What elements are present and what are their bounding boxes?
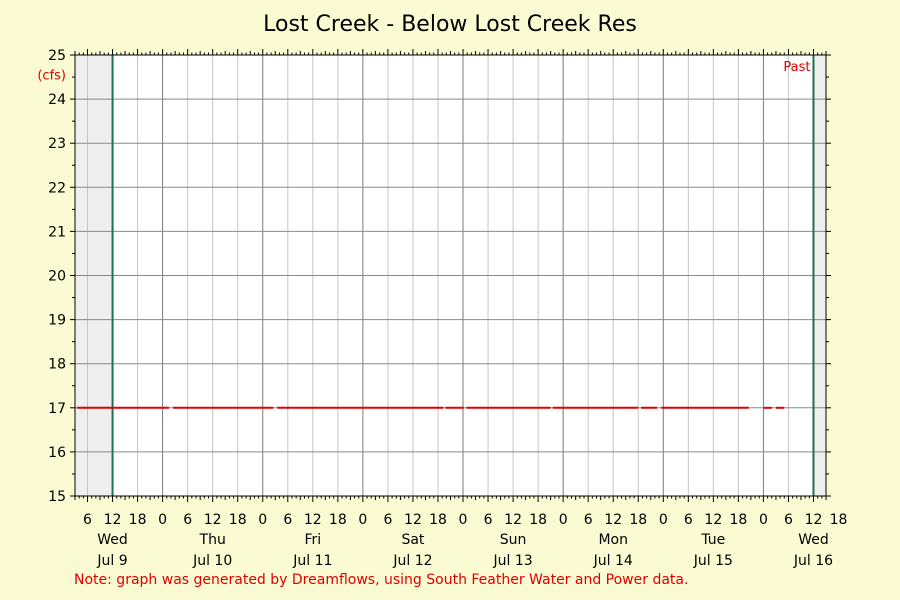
- x-tick-label: 12: [104, 512, 122, 528]
- x-tick-label: 0: [158, 512, 167, 528]
- date-label: Jul 9: [96, 553, 127, 569]
- y-tick-label: 16: [48, 445, 66, 461]
- x-tick-label: 6: [484, 512, 493, 528]
- x-tick-label: 6: [83, 512, 92, 528]
- day-label: Thu: [199, 532, 226, 548]
- day-label: Sat: [401, 532, 424, 548]
- y-tick-label: 25: [48, 48, 66, 64]
- past-label: Past: [783, 60, 810, 75]
- date-label: Jul 12: [392, 553, 432, 569]
- x-tick-label: 6: [183, 512, 192, 528]
- x-tick-label: 12: [604, 512, 622, 528]
- x-tick-label: 12: [304, 512, 322, 528]
- y-tick-label: 23: [48, 136, 66, 152]
- y-tick-label: 19: [48, 313, 66, 329]
- x-tick-label: 0: [659, 512, 668, 528]
- day-label: Sun: [500, 532, 527, 548]
- date-label: Jul 11: [292, 553, 332, 569]
- footer-note: Note: graph was generated by Dreamflows,…: [74, 572, 689, 588]
- x-tick-label: 6: [584, 512, 593, 528]
- x-tick-label: 6: [684, 512, 693, 528]
- x-tick-label: 18: [629, 512, 647, 528]
- day-label: Wed: [798, 532, 829, 548]
- date-label: Jul 10: [192, 553, 232, 569]
- x-tick-label: 18: [129, 512, 147, 528]
- day-label: Mon: [598, 532, 628, 548]
- date-label: Jul 14: [593, 553, 633, 569]
- y-tick-label: 18: [48, 357, 66, 373]
- x-tick-label: 12: [504, 512, 522, 528]
- x-tick-label: 18: [329, 512, 347, 528]
- y-tick-label: 24: [48, 92, 66, 108]
- y-tick-label: 15: [48, 489, 66, 505]
- chart-title: Lost Creek - Below Lost Creek Res: [263, 12, 637, 37]
- y-axis-label: (cfs): [37, 68, 66, 83]
- x-tick-label: 12: [204, 512, 222, 528]
- x-tick-label: 6: [283, 512, 292, 528]
- y-tick-label: 21: [48, 224, 66, 240]
- x-tick-label: 0: [459, 512, 468, 528]
- y-tick-label: 22: [48, 180, 66, 196]
- day-label: Tue: [700, 532, 725, 548]
- x-tick-label: 6: [784, 512, 793, 528]
- date-label: Jul 16: [793, 553, 833, 569]
- x-tick-label: 6: [383, 512, 392, 528]
- x-tick-label: 0: [358, 512, 367, 528]
- day-label: Wed: [97, 532, 128, 548]
- y-tick-label: 17: [48, 401, 66, 417]
- x-tick-label: 18: [429, 512, 447, 528]
- x-tick-label: 18: [729, 512, 747, 528]
- day-label: Fri: [304, 532, 321, 548]
- x-tick-label: 12: [805, 512, 823, 528]
- x-tick-label: 18: [529, 512, 547, 528]
- x-tick-label: 0: [258, 512, 267, 528]
- date-label: Jul 13: [493, 553, 533, 569]
- x-tick-label: 12: [704, 512, 722, 528]
- x-tick-label: 18: [229, 512, 247, 528]
- x-tick-label: 0: [559, 512, 568, 528]
- date-label: Jul 15: [693, 553, 733, 569]
- x-tick-label: 0: [759, 512, 768, 528]
- y-tick-label: 20: [48, 269, 66, 285]
- x-tick-label: 18: [830, 512, 848, 528]
- x-tick-label: 12: [404, 512, 422, 528]
